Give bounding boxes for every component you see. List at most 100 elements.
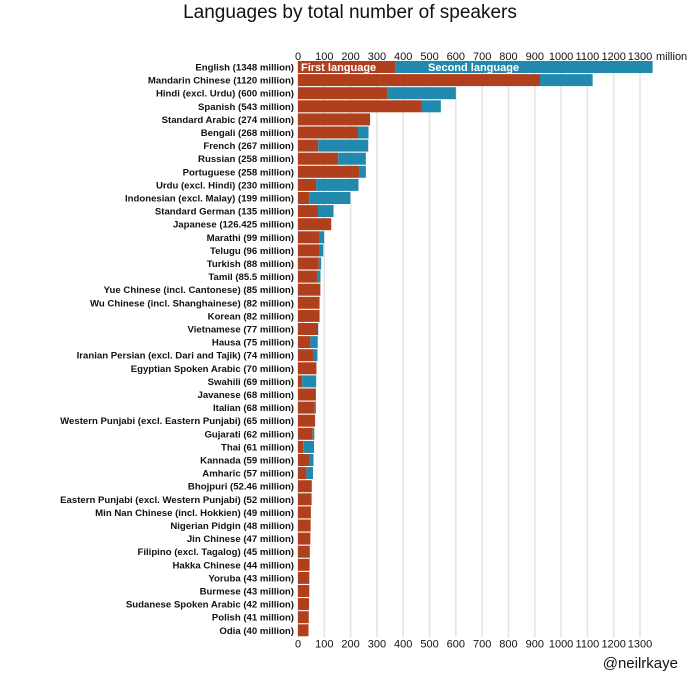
bar-first-language: [298, 126, 358, 139]
category-label: Telugu (96 million): [210, 246, 294, 257]
bar-first-language: [298, 545, 310, 558]
bar-second-language: [309, 454, 314, 466]
category-label: Polish (41 million): [212, 613, 294, 624]
category-label: Bhojpuri (52.46 million): [188, 482, 294, 493]
category-label: Sudanese Spoken Arabic (42 million): [126, 600, 294, 611]
chart-title: Languages by total number of speakers: [183, 2, 517, 23]
bar-first-language: [298, 375, 303, 388]
bar-second-language: [316, 178, 359, 191]
category-label: Mandarin Chinese (1120 million): [148, 76, 294, 87]
bar-second-language: [302, 375, 317, 388]
category-label: Portuguese (258 million): [183, 167, 294, 178]
x-tick-label-top: 400: [394, 51, 412, 63]
bar-first-language: [298, 532, 311, 545]
category-label: Filipino (excl. Tagalog) (45 million): [137, 547, 294, 558]
bar-first-language: [298, 598, 310, 611]
bar-second-language: [318, 139, 369, 152]
x-tick-label-top: 1200: [601, 51, 625, 63]
category-label: Standard Arabic (274 million): [162, 115, 294, 126]
bar-first-language: [298, 87, 388, 100]
category-label: Indonesian (excl. Malay) (199 million): [125, 194, 294, 205]
bar-first-language: [298, 493, 312, 506]
x-tick-label-top: 800: [499, 51, 517, 63]
category-label: Vietnamese (77 million): [188, 325, 294, 336]
bar-first-language: [298, 309, 320, 322]
bar-first-language: [298, 454, 310, 466]
bar-second-language: [310, 336, 318, 349]
bar-second-language: [338, 152, 366, 165]
category-label: Eastern Punjabi (excl. Western Punjabi) …: [60, 495, 294, 506]
category-label: Odia (40 million): [219, 626, 294, 637]
bar-second-language: [357, 126, 369, 139]
bar-first-language: [298, 231, 320, 244]
bar-first-language: [298, 100, 422, 113]
bar-second-language: [303, 440, 315, 453]
category-label: Russian (258 million): [198, 154, 294, 165]
bar-first-language: [298, 336, 311, 349]
category-label: Yoruba (43 million): [208, 573, 294, 584]
bar-second-language: [312, 349, 318, 362]
category-label: Western Punjabi (excl. Eastern Punjabi) …: [60, 416, 294, 427]
x-tick-label-bottom: 500: [420, 638, 438, 650]
bar-second-language: [319, 231, 325, 244]
bar-second-language: [395, 61, 653, 73]
category-label: Iranian Persian (excl. Dari and Tajik) (…: [77, 351, 294, 362]
x-tick-label-bottom: 900: [526, 638, 544, 650]
category-label: Gujarati (62 million): [204, 429, 294, 440]
x-tick-label-top: 900: [526, 51, 544, 63]
category-label: Korean (82 million): [208, 311, 294, 322]
bar-second-language: [317, 270, 321, 283]
bar-first-language: [298, 558, 310, 571]
bar-second-language: [312, 427, 315, 440]
x-tick-label-bottom: 600: [447, 638, 465, 650]
category-label: Javanese (68 million): [197, 390, 294, 401]
bar-second-language: [387, 87, 456, 100]
category-label: Bengali (268 million): [201, 128, 294, 139]
bar-second-language: [314, 401, 316, 414]
x-tick-label-top: 300: [368, 51, 386, 63]
x-tick-label-top: 1100: [576, 51, 600, 63]
bar-first-language: [298, 178, 317, 191]
category-label: Jin Chinese (47 million): [187, 534, 294, 545]
category-label: Egyptian Spoken Arabic (70 million): [131, 364, 294, 375]
bar-first-language: [298, 414, 316, 427]
x-tick-label-top: 1000: [549, 51, 573, 63]
x-tick-label-bottom: 800: [499, 638, 517, 650]
unit-label: million: [656, 51, 687, 63]
bar-first-language: [298, 323, 318, 335]
legend-second-language: Second language: [428, 62, 519, 74]
category-label: Wu Chinese (incl. Shanghainese) (82 mill…: [90, 298, 294, 309]
x-tick-label-bottom: 200: [341, 638, 359, 650]
x-tick-label-bottom: 300: [368, 638, 386, 650]
bar-first-language: [298, 506, 311, 519]
x-tick-label-bottom: 1300: [628, 638, 652, 650]
category-label: English (1348 million): [195, 63, 294, 74]
bar-second-language: [421, 100, 441, 113]
bar-first-language: [298, 192, 310, 204]
bar-first-language: [298, 440, 304, 453]
x-tick-label-bottom: 700: [473, 638, 491, 650]
bar-first-language: [298, 585, 310, 597]
bar-first-language: [298, 139, 319, 152]
category-label: Spanish (543 million): [198, 102, 294, 113]
category-label: Nigerian Pidgin (48 million): [170, 521, 294, 532]
bar-first-language: [298, 467, 307, 480]
bar-first-language: [298, 113, 371, 126]
bar-first-language: [298, 152, 339, 165]
x-tick-label-bottom: 400: [394, 638, 412, 650]
bar-first-language: [298, 61, 396, 73]
x-tick-label-top: 100: [315, 51, 333, 63]
category-label: Hakka Chinese (44 million): [172, 560, 294, 571]
bar-first-language: [298, 611, 309, 624]
x-tick-label-bottom: 1100: [576, 638, 600, 650]
credit: @neilrkaye: [602, 655, 678, 672]
category-label: Standard German (135 million): [155, 207, 294, 218]
category-label: Amharic (57 million): [202, 469, 294, 480]
bar-first-language: [298, 349, 313, 362]
bar-first-language: [298, 362, 317, 375]
bar-second-language: [306, 467, 313, 480]
bar-second-language: [318, 257, 322, 270]
bar-second-language: [317, 205, 334, 218]
